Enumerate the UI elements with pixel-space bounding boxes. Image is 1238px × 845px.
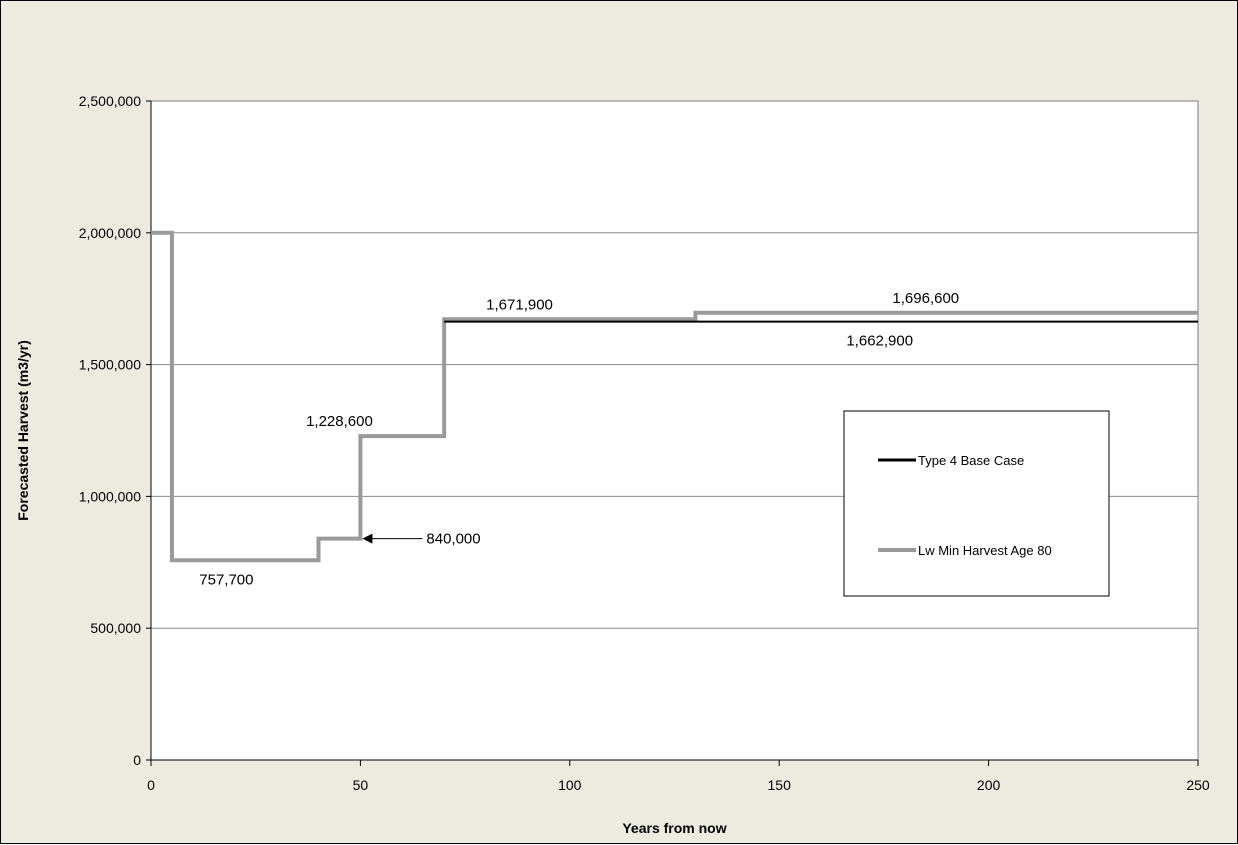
legend: Type 4 Base Case Lw Min Harvest Age 80 xyxy=(843,410,1110,597)
legend-label-type-4-base-case: Type 4 Base Case xyxy=(918,453,1024,468)
x-tick-label: 0 xyxy=(147,777,155,793)
x-tick-label: 200 xyxy=(977,777,1001,793)
y-tick-label: 2,000,000 xyxy=(79,225,141,241)
y-tick-label: 1,500,000 xyxy=(79,357,141,373)
series-line-lw-min-harvest xyxy=(151,230,1198,563)
y-tick-label: 2,500,000 xyxy=(79,93,141,109)
data-label: 757,700 xyxy=(199,571,253,588)
annotations: 757,700 840,000 1,228,600 1,671,900 1,696,60… xyxy=(199,290,959,588)
y-tick-label: 500,000 xyxy=(90,620,141,636)
data-label: 1,228,600 xyxy=(306,413,373,430)
y-tick-label: 1,000,000 xyxy=(79,488,141,504)
legend-box xyxy=(843,410,1110,597)
annotation-arrowhead xyxy=(362,533,373,544)
data-label: 1,671,900 xyxy=(486,296,553,313)
data-label: 840,000 xyxy=(426,531,480,548)
series-lines xyxy=(151,230,1198,563)
x-tick-label: 250 xyxy=(1186,777,1210,793)
data-label: 1,696,600 xyxy=(892,290,959,307)
x-tick-label: 50 xyxy=(353,777,369,793)
legend-label-lw-min-harvest: Lw Min Harvest Age 80 xyxy=(918,543,1052,558)
data-label: 1,662,900 xyxy=(846,333,913,350)
x-tick-label: 100 xyxy=(558,777,582,793)
axes: 0 500,000 1,000,000 1,500,000 2,000,000 2,500… xyxy=(79,93,1210,793)
y-tick-label: 0 xyxy=(133,752,141,768)
y-axis-title: Forecasted Harvest (m3/yr) xyxy=(15,340,31,521)
x-tick-label: 150 xyxy=(768,777,792,793)
x-axis-title: Years from now xyxy=(622,820,726,836)
